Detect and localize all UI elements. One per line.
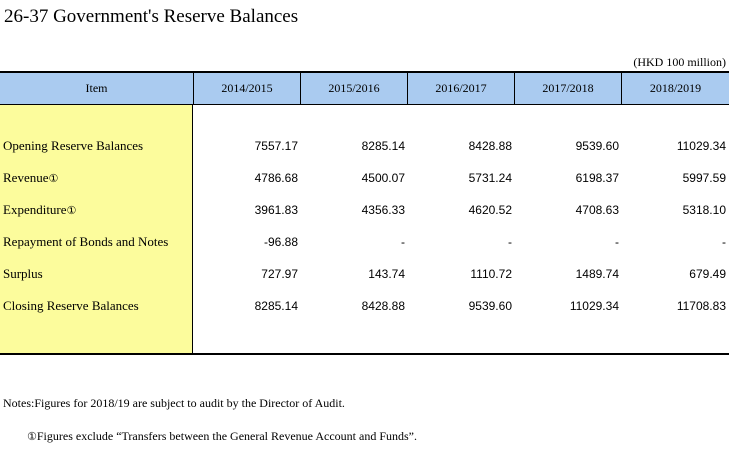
cell-value: 1489.74 <box>575 267 619 281</box>
cell-value: 7557.17 <box>254 139 298 153</box>
table-row: Revenue① 4786.68 4500.07 5731.24 6198.37… <box>0 169 729 187</box>
cell-value: - <box>401 235 405 249</box>
footnote-marker: ① <box>48 172 59 185</box>
cell-value: - <box>722 235 726 249</box>
notes-text: Notes:Figures for 2018/19 are subject to… <box>3 396 345 410</box>
header-year-2016-2017: 2016/2017 <box>407 73 514 104</box>
cell-value: 8428.88 <box>468 139 512 153</box>
table-row: Surplus 727.97 143.74 1110.72 1489.74 67… <box>0 265 729 283</box>
cell-value: 8428.88 <box>361 299 405 313</box>
table-row: Repayment of Bonds and Notes -96.88 - - … <box>0 233 729 251</box>
cell-value: 143.74 <box>368 267 405 281</box>
cell-value: 11029.34 <box>569 299 619 313</box>
cell-value: 4620.52 <box>468 203 512 217</box>
header-year-2018-2019: 2018/2019 <box>621 73 729 104</box>
footnote-marker: ① <box>66 204 77 217</box>
cell-value: 4500.07 <box>361 171 405 185</box>
cell-value: 11029.34 <box>676 139 726 153</box>
cell-value: 6198.37 <box>575 171 619 185</box>
footnote-marker: ① <box>27 430 37 443</box>
cell-value: 4786.68 <box>254 171 298 185</box>
table-header: Item 2014/2015 2015/2016 2016/2017 2017/… <box>0 73 729 105</box>
cell-value: - <box>615 235 619 249</box>
row-label: Surplus <box>3 266 43 281</box>
item-column-background <box>0 105 193 353</box>
row-label: Opening Reserve Balances <box>3 138 144 153</box>
page-title: 26-37 Government's Reserve Balances <box>4 6 299 27</box>
footnote-text: ①Figures exclude “Transfers between the … <box>27 429 417 443</box>
reserve-balances-table: Item 2014/2015 2015/2016 2016/2017 2017/… <box>0 71 729 355</box>
header-year-2014-2015: 2014/2015 <box>193 73 300 104</box>
cell-value: 5731.24 <box>468 171 512 185</box>
cell-value: - <box>508 235 512 249</box>
cell-value: 8285.14 <box>361 139 405 153</box>
cell-value: 4356.33 <box>361 203 405 217</box>
cell-value: 1110.72 <box>470 267 512 281</box>
cell-value: 4708.63 <box>575 203 619 217</box>
header-year-2017-2018: 2017/2018 <box>514 73 621 104</box>
cell-value: 9539.60 <box>468 299 512 313</box>
row-label: Repayment of Bonds and Notes <box>3 234 169 249</box>
cell-value: 3961.83 <box>254 203 298 217</box>
cell-value: -96.88 <box>263 235 298 249</box>
cell-value: 11708.83 <box>676 299 726 313</box>
row-label: Revenue① <box>3 170 59 185</box>
table-row: Closing Reserve Balances 8285.14 8428.88… <box>0 297 729 315</box>
cell-value: 727.97 <box>261 267 298 281</box>
unit-label: (HKD 100 million) <box>633 55 726 69</box>
table-bottom-rule <box>0 353 729 355</box>
row-label: Expenditure① <box>3 202 77 217</box>
cell-value: 5318.10 <box>682 203 726 217</box>
cell-value: 8285.14 <box>254 299 298 313</box>
table-top-rule <box>0 71 729 73</box>
table-row: Expenditure① 3961.83 4356.33 4620.52 470… <box>0 201 729 219</box>
header-item: Item <box>85 81 108 95</box>
cell-value: 9539.60 <box>575 139 619 153</box>
row-label: Closing Reserve Balances <box>3 298 139 313</box>
table-row: Opening Reserve Balances 7557.17 8285.14… <box>0 137 729 155</box>
cell-value: 679.49 <box>689 267 726 281</box>
header-year-2015-2016: 2015/2016 <box>300 73 407 104</box>
cell-value: 5997.59 <box>682 171 726 185</box>
